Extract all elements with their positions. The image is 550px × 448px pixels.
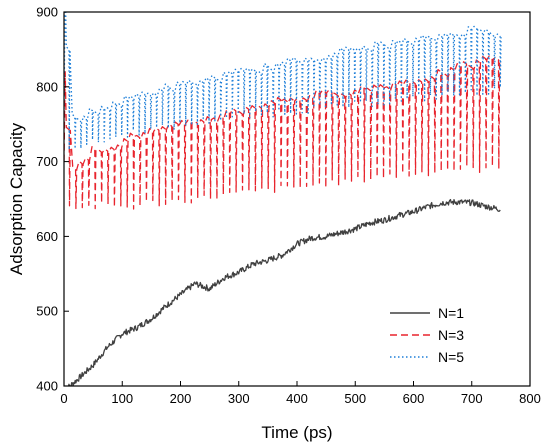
series-line-n1 xyxy=(68,198,501,386)
y-tick-label: 700 xyxy=(36,154,58,169)
x-tick-label: 400 xyxy=(286,391,308,406)
legend-label: N=5 xyxy=(438,349,464,365)
x-tick-label: 800 xyxy=(519,391,541,406)
x-tick-label: 0 xyxy=(60,391,67,406)
legend-label: N=1 xyxy=(438,305,464,321)
y-tick-label: 600 xyxy=(36,229,58,244)
x-tick-label: 600 xyxy=(403,391,425,406)
legend: N=1 N=3 N=5 xyxy=(390,305,464,365)
y-tick-label: 800 xyxy=(36,79,58,94)
plot-area xyxy=(64,12,502,386)
x-axis: 0 100 200 300 400 500 600 700 800 xyxy=(60,381,541,406)
y-tick-label: 400 xyxy=(36,379,58,394)
y-tick-label: 500 xyxy=(36,304,58,319)
series-line-n3 xyxy=(64,55,501,210)
y-axis-title: Adsorption Capacity xyxy=(7,122,26,275)
x-axis-title: Time (ps) xyxy=(261,423,332,442)
x-tick-label: 700 xyxy=(461,391,483,406)
legend-label: N=3 xyxy=(438,327,464,343)
x-tick-label: 500 xyxy=(344,391,366,406)
y-axis: 400 500 600 700 800 900 xyxy=(36,5,69,394)
y-tick-label: 900 xyxy=(36,5,58,20)
x-tick-label: 300 xyxy=(228,391,250,406)
x-tick-label: 200 xyxy=(170,391,192,406)
x-tick-label: 100 xyxy=(111,391,133,406)
